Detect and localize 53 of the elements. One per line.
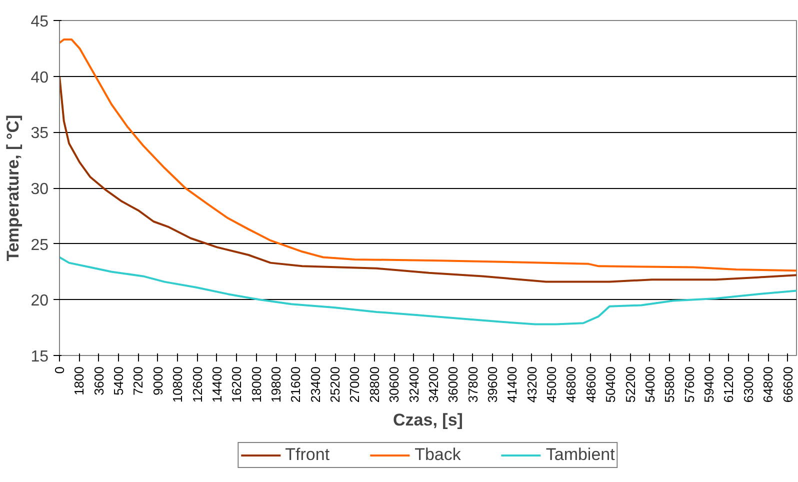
x-axis-title: Czas, [s] <box>393 410 463 430</box>
y-tick-label: 35 <box>30 125 49 142</box>
x-tick-label: 54000 <box>642 366 658 403</box>
line-series <box>60 256 796 326</box>
y-tick-label: 45 <box>30 14 49 30</box>
y-tick-label: 25 <box>30 236 49 254</box>
x-tick-label: 7200 <box>130 366 146 396</box>
x-tick-label: 19800 <box>268 366 284 403</box>
x-tick-label: 16200 <box>229 366 244 403</box>
x-tick-label: 28800 <box>366 366 382 403</box>
legend-label: Tambient <box>546 445 615 465</box>
line-series <box>60 75 796 283</box>
x-tick-label: 27000 <box>347 366 362 403</box>
x-tick-label: 57600 <box>682 366 697 403</box>
x-tick-label: 39600 <box>485 366 500 403</box>
x-tick-label: 1800 <box>72 366 87 396</box>
x-tick-label: 46800 <box>564 366 579 403</box>
x-tick-label: 5400 <box>111 366 126 396</box>
x-tick-label: 25200 <box>328 366 343 403</box>
legend-label: Tfront <box>285 445 330 465</box>
x-tick-label: 61200 <box>721 366 736 403</box>
x-tick-label: 66600 <box>780 366 796 403</box>
x-tick-label: 64800 <box>760 366 776 403</box>
x-tick-label: 50400 <box>603 366 618 403</box>
y-tick-label: 15 <box>30 348 49 366</box>
legend-label: Tback <box>414 445 461 465</box>
x-tick-label: 0 <box>52 366 67 374</box>
x-tick-label: 41400 <box>504 366 520 403</box>
x-tick-label: 9000 <box>150 366 166 396</box>
x-tick-label: 43200 <box>524 366 540 403</box>
x-tick-label: 34200 <box>426 366 441 403</box>
x-tick-label: 55800 <box>662 366 678 403</box>
x-tick-label: 23400 <box>308 366 323 403</box>
x-tick-label: 45000 <box>544 366 560 403</box>
y-axis-title: Temperature, [ °C] <box>4 114 23 262</box>
x-tick-label: 63000 <box>740 366 756 403</box>
x-tick-label: 30600 <box>386 366 402 403</box>
x-tick-label: 48600 <box>583 366 598 403</box>
x-tick-label: 3600 <box>91 366 106 396</box>
x-tick-label: 14400 <box>209 366 224 403</box>
x-tick-label: 21600 <box>288 366 304 403</box>
x-tick-label: 32400 <box>406 366 422 403</box>
y-tick-label: 40 <box>30 69 49 86</box>
line-series <box>60 38 796 272</box>
x-tick-label: 37800 <box>465 366 480 403</box>
x-tick-label: 36000 <box>446 366 461 403</box>
x-tick-label: 12600 <box>190 366 205 403</box>
y-tick-label: 20 <box>30 292 49 310</box>
x-tick-label: 18000 <box>248 366 264 403</box>
x-tick-label: 52200 <box>622 366 638 403</box>
x-tick-label: 10800 <box>170 366 186 403</box>
x-tick-label: 59400 <box>702 366 717 403</box>
y-tick-label: 30 <box>30 181 49 198</box>
